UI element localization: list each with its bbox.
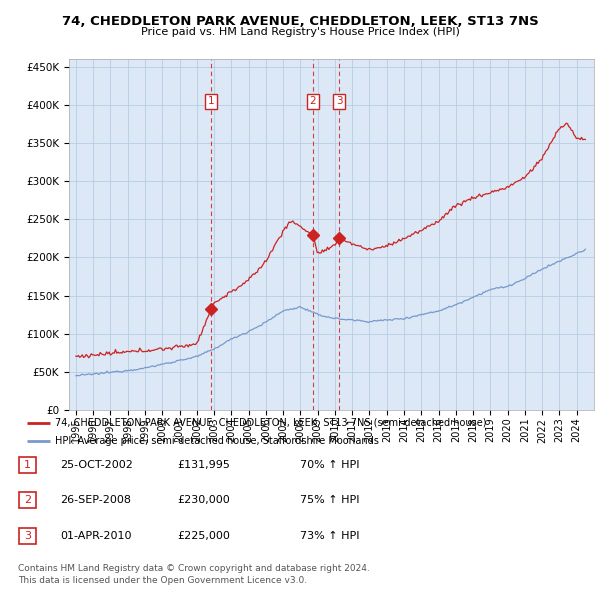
Text: 1: 1 [208, 96, 214, 106]
Text: 25-OCT-2002: 25-OCT-2002 [60, 460, 133, 470]
Text: 74, CHEDDLETON PARK AVENUE, CHEDDLETON, LEEK, ST13 7NS: 74, CHEDDLETON PARK AVENUE, CHEDDLETON, … [62, 15, 538, 28]
Text: 1: 1 [24, 460, 31, 470]
Text: £230,000: £230,000 [177, 496, 230, 505]
Text: Price paid vs. HM Land Registry's House Price Index (HPI): Price paid vs. HM Land Registry's House … [140, 27, 460, 37]
Text: 3: 3 [336, 96, 343, 106]
Text: 2: 2 [24, 496, 31, 505]
Text: 70% ↑ HPI: 70% ↑ HPI [300, 460, 359, 470]
Text: £225,000: £225,000 [177, 531, 230, 540]
Text: £131,995: £131,995 [177, 460, 230, 470]
Text: 74, CHEDDLETON PARK AVENUE, CHEDDLETON, LEEK, ST13 7NS (semi-detached house): 74, CHEDDLETON PARK AVENUE, CHEDDLETON, … [55, 418, 487, 428]
Text: 75% ↑ HPI: 75% ↑ HPI [300, 496, 359, 505]
Text: Contains HM Land Registry data © Crown copyright and database right 2024.
This d: Contains HM Land Registry data © Crown c… [18, 565, 370, 585]
Text: 26-SEP-2008: 26-SEP-2008 [60, 496, 131, 505]
Text: 2: 2 [310, 96, 316, 106]
Text: 3: 3 [24, 531, 31, 540]
Text: HPI: Average price, semi-detached house, Staffordshire Moorlands: HPI: Average price, semi-detached house,… [55, 436, 379, 446]
Text: 01-APR-2010: 01-APR-2010 [60, 531, 131, 540]
Text: 73% ↑ HPI: 73% ↑ HPI [300, 531, 359, 540]
